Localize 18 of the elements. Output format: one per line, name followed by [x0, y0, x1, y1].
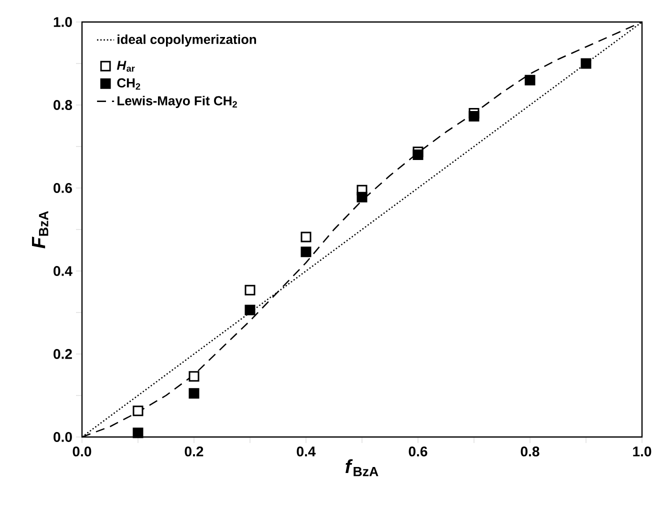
x-tick-label: 1.0 — [633, 446, 652, 456]
x-tick-label: 0.4 — [296, 446, 316, 456]
y-tick-label: 0.6 — [54, 183, 72, 193]
x-axis-title: f$_{BzA}$ — [346, 459, 378, 476]
legend-label: CH$_{2}$ — [117, 78, 140, 90]
legend-label: ideal copolymerization — [118, 34, 256, 47]
x-tick-label: 0.6 — [408, 446, 428, 456]
y-tick-label: 0.8 — [54, 100, 72, 110]
x-tick-label: 0.2 — [184, 446, 204, 456]
y-tick-label: 0.2 — [54, 349, 72, 359]
y-tick-label: 0.0 — [54, 432, 72, 442]
x-tick-label: 0.0 — [72, 446, 92, 456]
y-tick-label: 0.4 — [54, 266, 72, 276]
x-tick-label: 0.8 — [520, 446, 540, 456]
y-axis-title: F$_{BzA}$ — [32, 211, 48, 248]
legend-label: H$_{ar}$ — [116, 60, 135, 72]
y-tick-label: 1.0 — [54, 17, 72, 27]
legend-label: Lewis-Mayo Fit CH$_{2}$ — [118, 96, 237, 108]
